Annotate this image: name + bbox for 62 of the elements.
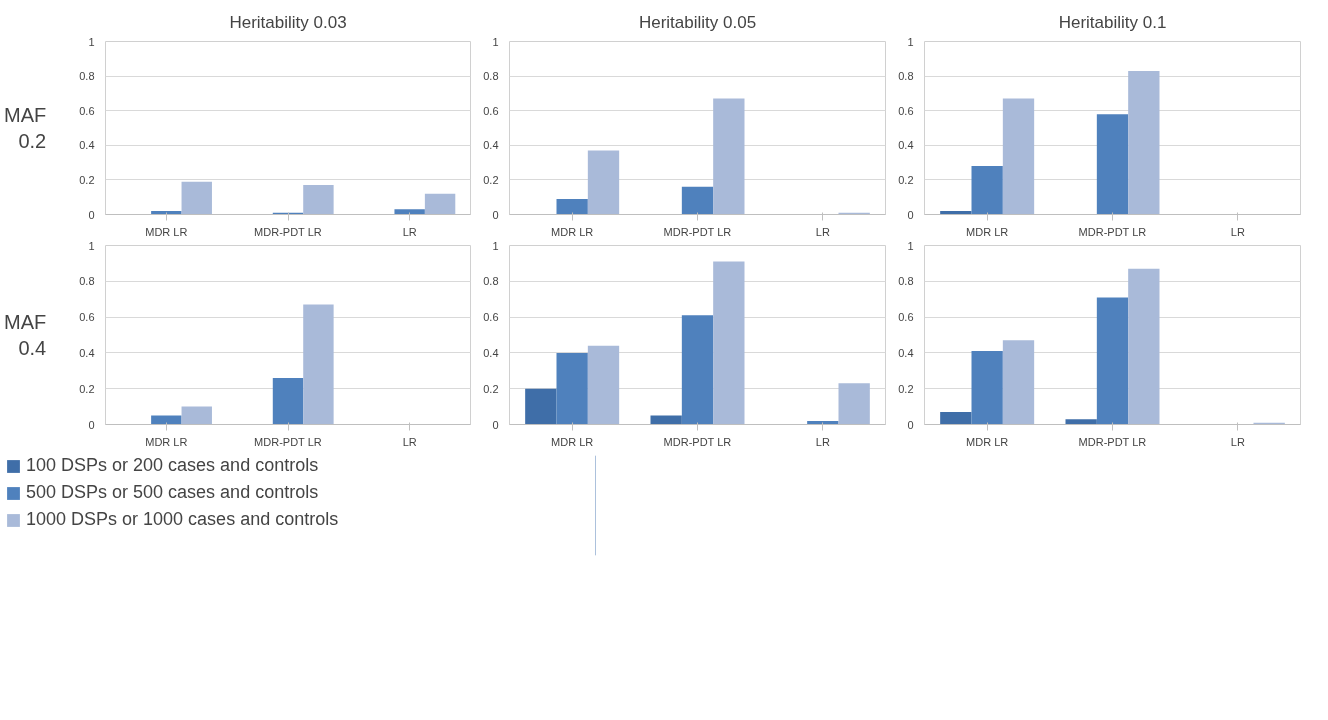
x-tick-label: MDR-PDT LR bbox=[1078, 435, 1147, 448]
y-tick-label: 0.4 bbox=[898, 346, 914, 359]
y-tick-label: 1 bbox=[88, 239, 95, 252]
y-tick-label: 0 bbox=[88, 418, 95, 431]
x-tick-label: LR bbox=[1230, 435, 1245, 448]
y-tick-label: 0 bbox=[907, 418, 914, 431]
x-tick-label: MDR LR bbox=[966, 225, 1009, 238]
y-tick-label: 0.4 bbox=[79, 346, 95, 359]
y-tick-label: 0.6 bbox=[898, 311, 914, 324]
y-tick-label: 0.8 bbox=[898, 275, 914, 288]
x-tick-label: LR bbox=[402, 435, 417, 448]
y-tick-label: 0 bbox=[88, 208, 95, 221]
x-tick-label: LR bbox=[815, 225, 830, 238]
y-tick-label: 0.2 bbox=[898, 173, 914, 186]
x-tick-label: MDR LR bbox=[145, 435, 188, 448]
x-tick-label: MDR-PDT LR bbox=[663, 225, 732, 238]
x-tick-label: MDR LR bbox=[966, 435, 1009, 448]
legend-label: 100 DSPs or 200 cases and controls bbox=[26, 455, 319, 476]
y-tick-label: 1 bbox=[492, 35, 499, 48]
x-tick-label: LR bbox=[815, 435, 830, 448]
x-tick-label: MDR LR bbox=[551, 435, 594, 448]
chart-title: Heritability 0.05 bbox=[638, 12, 757, 32]
y-tick-label: 0.4 bbox=[483, 346, 499, 359]
y-tick-label: 0 bbox=[492, 208, 499, 221]
x-tick-label: MDR-PDT LR bbox=[1078, 225, 1147, 238]
chart-title: Heritability 0.03 bbox=[229, 12, 347, 32]
y-tick-label: 0.8 bbox=[483, 275, 499, 288]
y-axis-title: MAF 0.4 bbox=[3, 310, 47, 360]
x-tick-label: LR bbox=[402, 225, 417, 238]
x-tick-label: LR bbox=[1230, 225, 1245, 238]
y-tick-label: 0.8 bbox=[898, 70, 914, 83]
y-tick-label: 0.6 bbox=[483, 311, 499, 324]
y-tick-label: 1 bbox=[492, 239, 499, 252]
y-tick-label: 1 bbox=[907, 239, 914, 252]
y-tick-label: 0 bbox=[907, 208, 914, 221]
legend-label: 1000 DSPs or 1000 cases and controls bbox=[26, 509, 339, 530]
y-tick-label: 0.6 bbox=[483, 104, 499, 117]
y-tick-label: 0.6 bbox=[79, 311, 95, 324]
y-tick-label: 0.8 bbox=[79, 70, 95, 83]
x-tick-label: MDR LR bbox=[551, 225, 594, 238]
y-tick-label: 0.4 bbox=[483, 139, 499, 152]
y-tick-label: 0.6 bbox=[898, 104, 914, 117]
y-tick-label: 0.2 bbox=[79, 382, 95, 395]
y-tick-label: 0.2 bbox=[898, 382, 914, 395]
y-tick-label: 0.2 bbox=[483, 173, 499, 186]
x-tick-label: MDR-PDT LR bbox=[254, 435, 322, 448]
y-tick-label: 0.2 bbox=[79, 173, 95, 186]
y-tick-label: 0.2 bbox=[483, 382, 499, 395]
y-axis-title: MAF 0.2 bbox=[3, 103, 47, 153]
y-tick-label: 0.4 bbox=[898, 139, 914, 152]
y-tick-label: 0 bbox=[492, 418, 499, 431]
x-tick-label: MDR-PDT LR bbox=[663, 435, 732, 448]
y-tick-label: 0.4 bbox=[79, 139, 95, 152]
y-tick-label: 1 bbox=[88, 35, 95, 48]
y-tick-label: 0.8 bbox=[79, 275, 95, 288]
x-tick-label: MDR-PDT LR bbox=[254, 225, 322, 238]
y-tick-label: 0.8 bbox=[483, 70, 499, 83]
chart-title: Heritability 0.1 bbox=[1058, 12, 1167, 32]
y-tick-label: 1 bbox=[907, 35, 914, 48]
legend-label: 500 DSPs or 500 cases and controls bbox=[26, 482, 319, 503]
x-tick-label: MDR LR bbox=[145, 225, 188, 238]
y-tick-label: 0.6 bbox=[79, 104, 95, 117]
